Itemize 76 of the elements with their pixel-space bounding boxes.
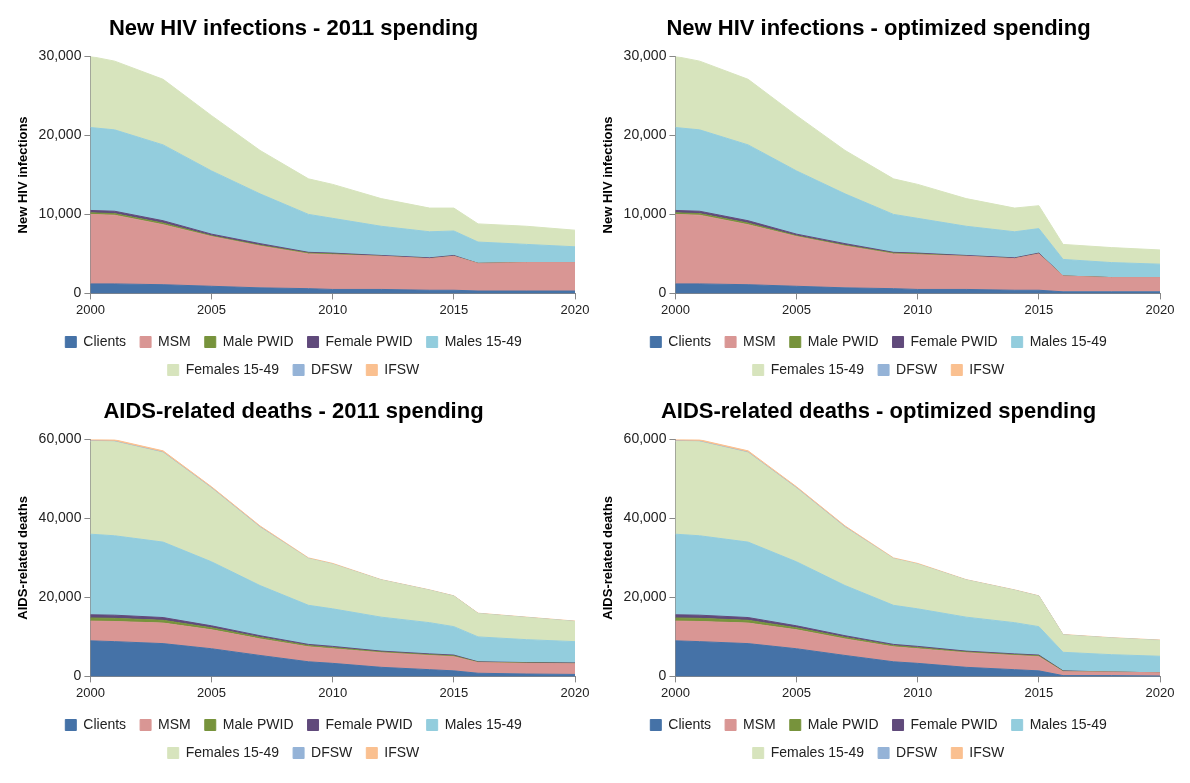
legend-label: IFSW	[969, 360, 1006, 377]
y-axis-title: New HIV infections	[600, 116, 616, 234]
x-tick-label: 2005	[782, 301, 812, 317]
legend-label: Clients	[83, 715, 127, 732]
y-axis-title: New HIV infections	[15, 116, 31, 234]
legend-label: Females 15-49	[770, 360, 865, 377]
legend-label: IFSW	[384, 360, 421, 377]
y-tick-label: 30,000	[623, 47, 667, 64]
chart-title: AIDS-related deaths - 2011 spending	[103, 398, 484, 424]
x-tick-label: 2000	[75, 684, 105, 700]
legend-label: Female PWID	[325, 332, 413, 349]
y-tick-label: 10,000	[38, 205, 82, 222]
x-tick-label: 2010	[318, 684, 348, 700]
legend-label: DFSW	[896, 360, 939, 377]
y-tick-label: 40,000	[623, 509, 667, 526]
legend-label: Males 15-49	[1029, 715, 1107, 732]
legend-label: Female PWID	[910, 332, 998, 349]
legend-label: Clients	[668, 332, 712, 349]
x-tick-label: 2015	[1024, 684, 1054, 700]
x-tick-label: 2015	[439, 684, 469, 700]
x-tick-label: 2000	[75, 301, 105, 317]
legend-label: Female PWID	[910, 715, 998, 732]
chart-title: New HIV infections - optimized spending	[666, 15, 1091, 41]
legend-label: MSM	[158, 332, 191, 349]
legend-label: IFSW	[969, 743, 1006, 760]
x-tick-label: 2020	[560, 301, 590, 317]
legend-label: Clients	[83, 332, 127, 349]
legend-label: Male PWID	[807, 332, 879, 349]
x-tick-label: 2000	[660, 684, 690, 700]
y-tick-label: 20,000	[623, 588, 667, 605]
legend-label: Males 15-49	[444, 332, 522, 349]
chart-title: New HIV infections - 2011 spending	[108, 15, 479, 41]
legend-label: Females 15-49	[185, 743, 280, 760]
y-tick-label: 20,000	[38, 126, 82, 143]
legend-label: IFSW	[384, 743, 421, 760]
y-tick-label: 60,000	[38, 430, 82, 447]
legend-label: Males 15-49	[444, 715, 522, 732]
x-tick-label: 2010	[903, 301, 933, 317]
legend-label: Female PWID	[325, 715, 413, 732]
y-tick-label: 0	[658, 667, 667, 684]
chart-title: AIDS-related deaths - optimized spending	[660, 398, 1097, 424]
y-tick-label: 0	[73, 667, 82, 684]
y-tick-label: 20,000	[38, 588, 82, 605]
legend-label: Male PWID	[807, 715, 879, 732]
legend-label: DFSW	[896, 743, 939, 760]
legend-label: DFSW	[311, 360, 354, 377]
x-tick-label: 2020	[560, 684, 590, 700]
x-tick-label: 2015	[1024, 301, 1054, 317]
x-tick-label: 2005	[197, 301, 227, 317]
y-tick-label: 0	[658, 284, 667, 301]
x-tick-label: 2005	[197, 684, 227, 700]
legend-label: Females 15-49	[185, 360, 280, 377]
legend-label: MSM	[158, 715, 191, 732]
legend-label: Clients	[668, 715, 712, 732]
legend-label: MSM	[743, 715, 776, 732]
x-tick-label: 2010	[318, 301, 348, 317]
y-tick-label: 30,000	[38, 47, 82, 64]
y-tick-label: 60,000	[623, 430, 667, 447]
legend-label: Male PWID	[222, 715, 294, 732]
x-tick-label: 2010	[903, 684, 933, 700]
y-axis-title: AIDS-related deaths	[15, 496, 31, 620]
y-axis-title: AIDS-related deaths	[600, 496, 616, 620]
legend-label: DFSW	[311, 743, 354, 760]
x-tick-label: 2000	[660, 301, 690, 317]
y-tick-label: 0	[73, 284, 82, 301]
legend-label: MSM	[743, 332, 776, 349]
legend-label: Females 15-49	[770, 743, 865, 760]
x-tick-label: 2015	[439, 301, 469, 317]
x-tick-label: 2005	[782, 684, 812, 700]
y-tick-label: 40,000	[38, 509, 82, 526]
legend-label: Male PWID	[222, 332, 294, 349]
x-tick-label: 2020	[1145, 684, 1175, 700]
x-tick-label: 2020	[1145, 301, 1175, 317]
y-tick-label: 10,000	[623, 205, 667, 222]
y-tick-label: 20,000	[623, 126, 667, 143]
legend-label: Males 15-49	[1029, 332, 1107, 349]
